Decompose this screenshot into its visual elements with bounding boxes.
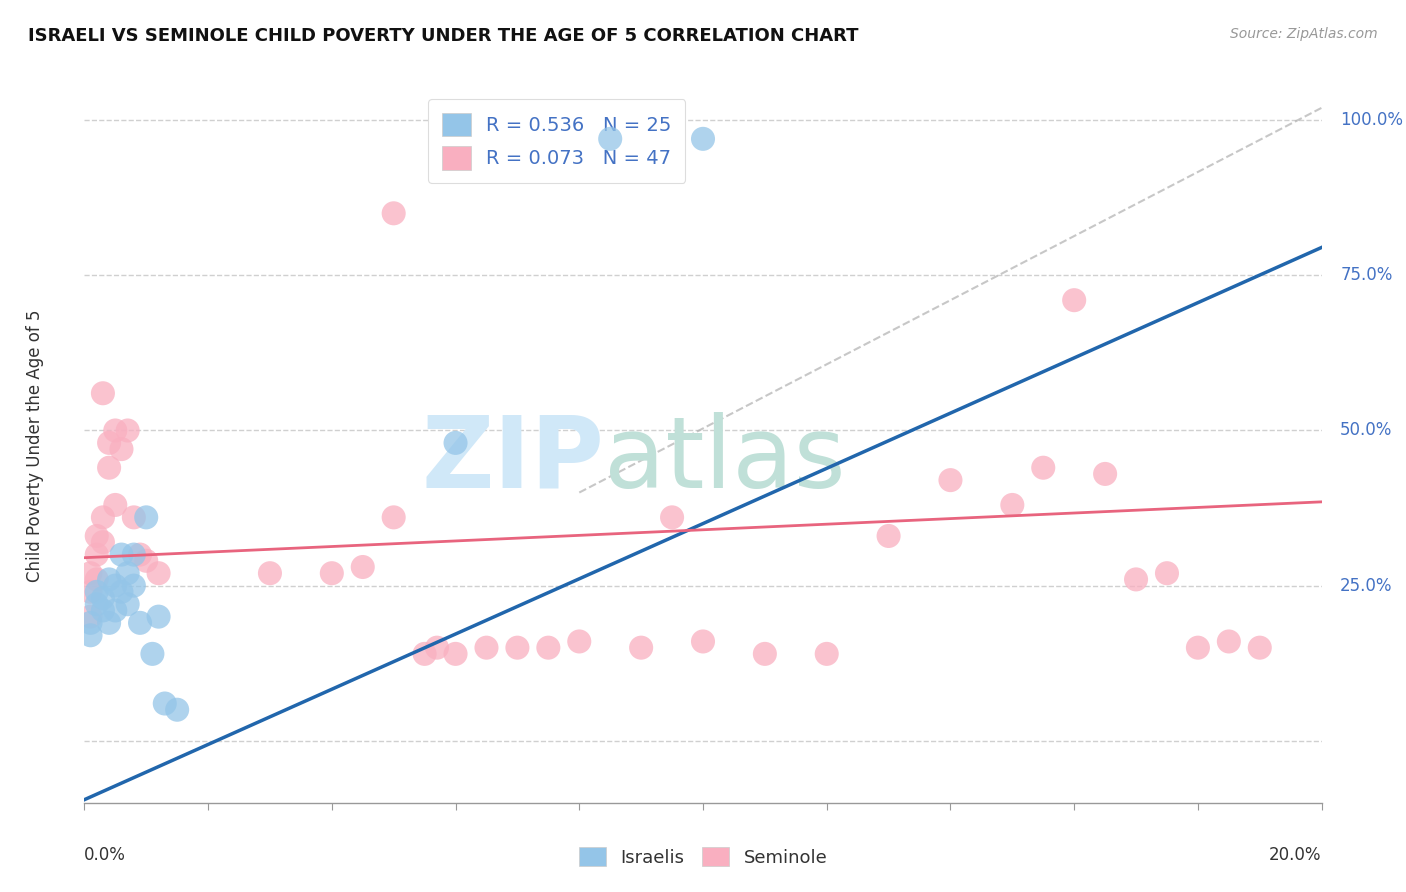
- Point: [86, 548, 108, 562]
- Text: 20.0%: 20.0%: [1270, 846, 1322, 863]
- Point: [382, 510, 405, 524]
- Point: [148, 609, 170, 624]
- Point: [1063, 293, 1085, 308]
- Point: [117, 566, 139, 581]
- Point: [135, 510, 157, 524]
- Point: [110, 584, 132, 599]
- Point: [537, 640, 560, 655]
- Point: [91, 603, 114, 617]
- Point: [104, 579, 127, 593]
- Point: [382, 206, 405, 220]
- Point: [86, 573, 108, 587]
- Point: [321, 566, 343, 581]
- Point: [259, 566, 281, 581]
- Point: [98, 573, 121, 587]
- Point: [166, 703, 188, 717]
- Text: 100.0%: 100.0%: [1340, 112, 1403, 129]
- Point: [86, 584, 108, 599]
- Point: [79, 566, 101, 581]
- Point: [91, 510, 114, 524]
- Point: [444, 647, 467, 661]
- Text: 50.0%: 50.0%: [1340, 422, 1392, 440]
- Point: [1032, 460, 1054, 475]
- Point: [506, 640, 529, 655]
- Point: [815, 647, 838, 661]
- Point: [1218, 634, 1240, 648]
- Point: [754, 647, 776, 661]
- Point: [79, 628, 101, 642]
- Point: [1094, 467, 1116, 481]
- Legend: R = 0.536   N = 25, R = 0.073   N = 47: R = 0.536 N = 25, R = 0.073 N = 47: [429, 99, 686, 184]
- Point: [117, 424, 139, 438]
- Point: [426, 640, 449, 655]
- Text: ISRAELI VS SEMINOLE CHILD POVERTY UNDER THE AGE OF 5 CORRELATION CHART: ISRAELI VS SEMINOLE CHILD POVERTY UNDER …: [28, 27, 859, 45]
- Point: [110, 548, 132, 562]
- Point: [630, 640, 652, 655]
- Point: [148, 566, 170, 581]
- Point: [122, 548, 145, 562]
- Point: [79, 609, 101, 624]
- Point: [661, 510, 683, 524]
- Point: [86, 529, 108, 543]
- Point: [79, 615, 101, 630]
- Point: [692, 634, 714, 648]
- Point: [141, 647, 163, 661]
- Point: [110, 442, 132, 456]
- Point: [91, 535, 114, 549]
- Point: [475, 640, 498, 655]
- Point: [135, 554, 157, 568]
- Text: ZIP: ZIP: [422, 412, 605, 508]
- Text: 0.0%: 0.0%: [84, 846, 127, 863]
- Point: [1249, 640, 1271, 655]
- Point: [91, 386, 114, 401]
- Point: [1156, 566, 1178, 581]
- Point: [1001, 498, 1024, 512]
- Point: [91, 591, 114, 605]
- Point: [122, 579, 145, 593]
- Point: [86, 597, 108, 611]
- Point: [104, 498, 127, 512]
- Point: [98, 615, 121, 630]
- Point: [413, 647, 436, 661]
- Point: [352, 560, 374, 574]
- Text: 25.0%: 25.0%: [1340, 576, 1393, 595]
- Point: [129, 548, 152, 562]
- Text: Source: ZipAtlas.com: Source: ZipAtlas.com: [1230, 27, 1378, 41]
- Point: [104, 603, 127, 617]
- Point: [939, 473, 962, 487]
- Point: [98, 436, 121, 450]
- Point: [444, 436, 467, 450]
- Point: [599, 132, 621, 146]
- Legend: Israelis, Seminole: Israelis, Seminole: [571, 840, 835, 874]
- Point: [104, 424, 127, 438]
- Text: atlas: atlas: [605, 412, 845, 508]
- Point: [122, 510, 145, 524]
- Point: [692, 132, 714, 146]
- Point: [1187, 640, 1209, 655]
- Point: [877, 529, 900, 543]
- Point: [98, 460, 121, 475]
- Text: 75.0%: 75.0%: [1340, 267, 1392, 285]
- Point: [568, 634, 591, 648]
- Point: [153, 697, 176, 711]
- Point: [117, 597, 139, 611]
- Point: [1125, 573, 1147, 587]
- Point: [79, 584, 101, 599]
- Point: [129, 615, 152, 630]
- Text: Child Poverty Under the Age of 5: Child Poverty Under the Age of 5: [25, 310, 44, 582]
